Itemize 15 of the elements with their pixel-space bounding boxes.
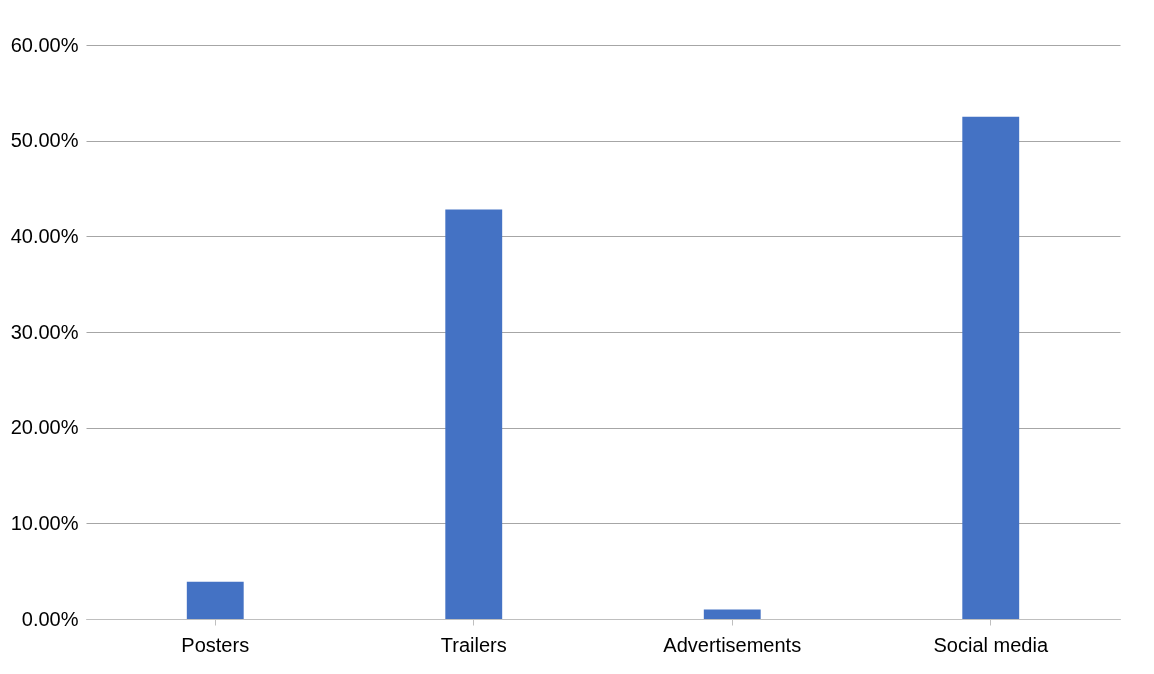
x-tick-label: Advertisements [663,633,802,656]
y-tick-label: 60.00% [10,33,79,56]
y-tick-label: 40.00% [10,224,79,247]
y-tick-label: 30.00% [10,320,79,343]
y-tick-label: 20.00% [10,416,79,439]
y-tick-label: 50.00% [10,129,79,152]
bar [703,609,761,619]
bar [186,581,244,619]
bar [445,209,503,619]
x-tick-label: Posters [181,633,250,656]
bar [962,116,1020,619]
y-tick-label: 10.00% [10,511,79,534]
x-tick-label: Trailers [440,633,507,656]
x-tick-label: Social media [933,633,1049,656]
y-tick-label: 0.00% [21,607,79,630]
